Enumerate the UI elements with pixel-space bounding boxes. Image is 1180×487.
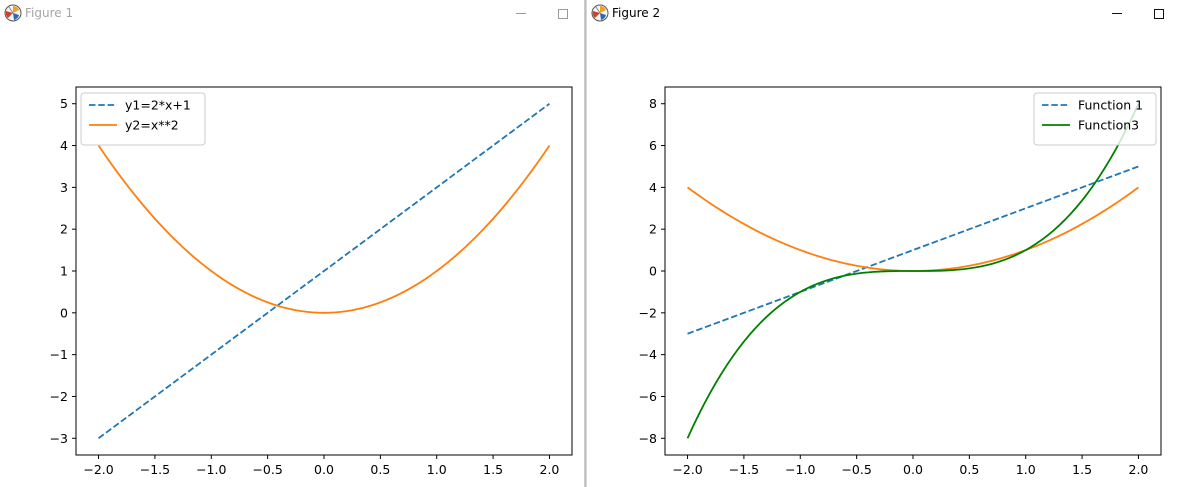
y-tick-label: 3: [60, 180, 68, 195]
y-tick-label: −2: [50, 389, 68, 404]
y-tick-label: 6: [649, 138, 657, 153]
legend[interactable]: Function 1 Function3: [1033, 92, 1157, 146]
y-tick-label: −2: [639, 305, 657, 320]
series-group: [686, 103, 1140, 439]
maximize-icon: [558, 8, 568, 19]
x-tick-label: 0.0: [314, 462, 334, 477]
series-line-y2-x-2: [97, 145, 551, 314]
maximize-icon: [1154, 8, 1164, 19]
maximize-button[interactable]: [550, 3, 576, 23]
y-tick-label: −3: [50, 431, 68, 446]
y-tick-label: 1: [60, 264, 68, 279]
minimize-icon: [1112, 13, 1122, 14]
y-tick-label: 4: [60, 138, 68, 153]
titlebar[interactable]: Figure 2: [587, 0, 1180, 27]
minimize-icon: [516, 13, 526, 14]
titlebar[interactable]: Figure 1: [0, 0, 584, 27]
x-tick-label: 1.0: [427, 462, 447, 477]
matplotlib-logo-icon: [591, 4, 609, 22]
series-line-y1-2-x-1: [98, 103, 550, 439]
x-tick-label: −1.5: [729, 462, 759, 477]
matplotlib-logo-icon: [4, 4, 22, 22]
x-tick-label: −0.5: [841, 462, 871, 477]
window-divider: [584, 0, 587, 487]
x-tick-label: 2.0: [540, 462, 560, 477]
window-title: Figure 1: [25, 6, 74, 20]
x-tick-label: −1.0: [785, 462, 815, 477]
y-tick-label: 5: [60, 96, 68, 111]
x-tick-label: 1.5: [483, 462, 503, 477]
y-tick-label: −6: [639, 389, 657, 404]
y-tick-label: −4: [639, 347, 657, 362]
y-tick-label: −1: [50, 347, 68, 362]
x-tick-label: −1.0: [196, 462, 226, 477]
y-tick-label: 8: [649, 96, 657, 111]
figure-2-window: Figure 2 −2.0 −1.5 −1.0 −0.5 0.0 0.5 1.0 1.5 2.0…: [587, 0, 1180, 487]
window-title: Figure 2: [612, 6, 661, 20]
minimize-button[interactable]: [1104, 3, 1130, 23]
y-tick-label: 2: [649, 222, 657, 237]
x-tick-label: −0.5: [252, 462, 282, 477]
x-tick-label: 1.5: [1072, 462, 1092, 477]
y-tick-label: 0: [60, 305, 68, 320]
legend-box: [80, 92, 206, 146]
y-tick-label: 0: [649, 264, 657, 279]
x-tick-label: 0.5: [959, 462, 979, 477]
series-line-function-1: [687, 165, 1139, 335]
x-tick-label: −2.0: [672, 462, 702, 477]
x-tick-label: 2.0: [1129, 462, 1149, 477]
legend-box: [1033, 92, 1157, 146]
series-line-x-2: [687, 186, 1139, 272]
series-line-function3: [686, 103, 1140, 439]
x-tick-label: 1.0: [1016, 462, 1036, 477]
legend[interactable]: y1=2*x+1 y2=x**2: [80, 92, 206, 146]
legend-label: y2=x**2: [125, 118, 179, 133]
y-tick-label: 2: [60, 222, 68, 237]
legend-label: Function 1: [1078, 98, 1143, 113]
figure-1-window: Figure 1 −2.0 −1.5 −1.0 −0.5 0.0 0.5 1.0 1.5 2.0…: [0, 0, 584, 487]
maximize-button[interactable]: [1146, 3, 1172, 23]
legend-label: Function3: [1078, 118, 1139, 133]
minimize-button[interactable]: [508, 3, 534, 23]
x-tick-label: −2.0: [83, 462, 113, 477]
series-group: [97, 103, 551, 439]
y-tick-label: 4: [649, 180, 657, 195]
x-tick-label: −1.5: [140, 462, 170, 477]
figure-2-chart[interactable]: −2.0 −1.5 −1.0 −0.5 0.0 0.5 1.0 1.5 2.0 −8 −6 −4 −2 0…: [587, 0, 1180, 487]
legend-label: y1=2*x+1: [125, 98, 191, 113]
x-tick-label: 0.0: [903, 462, 923, 477]
x-tick-label: 0.5: [370, 462, 390, 477]
figure-1-chart[interactable]: −2.0 −1.5 −1.0 −0.5 0.0 0.5 1.0 1.5 2.0 −3 −2 −1 0 1 2…: [0, 0, 584, 487]
y-tick-label: −8: [639, 431, 657, 446]
